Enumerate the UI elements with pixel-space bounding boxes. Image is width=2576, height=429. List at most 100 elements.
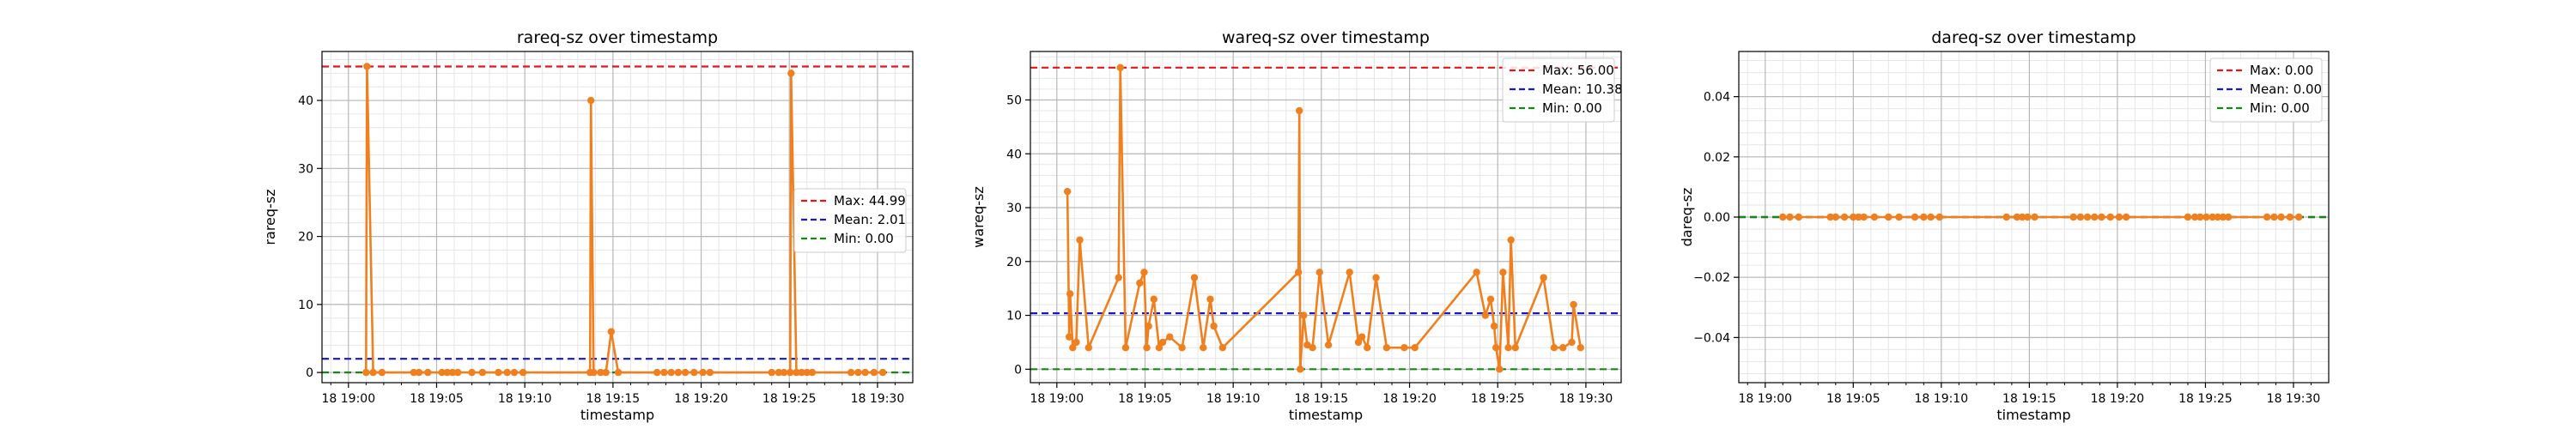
data-point (1121, 344, 1130, 352)
data-point (2013, 213, 2021, 221)
data-point (1115, 274, 1122, 281)
data-point (1076, 236, 1084, 244)
plot-frame (321, 51, 914, 384)
x-axis-label: timestamp (580, 407, 654, 423)
data-point (1550, 344, 1558, 352)
y-tick-label: 30 (298, 162, 313, 176)
data-point (424, 368, 432, 377)
data-point (453, 368, 462, 377)
data-point (2294, 213, 2303, 221)
y-axis-label: dareq-sz (1679, 188, 1695, 247)
data-point (681, 368, 690, 377)
legend: Max: 56.00 Mean: 10.38 Min: 0.00 (1502, 57, 1623, 123)
data-point (478, 368, 487, 377)
data-point (510, 368, 519, 377)
legend-entry: Mean: 10.38 (1542, 82, 1623, 97)
data-point (2277, 213, 2285, 221)
y-tick-label: 50 (1006, 94, 1022, 107)
data-point (1511, 344, 1519, 352)
y-axis-label: wareq-sz (970, 186, 987, 248)
data-point (1795, 213, 1802, 221)
data-point (1150, 295, 1157, 303)
chart-panel-1: 18 19:00 18 19:05 18 19:10 18 19:15 18 19:20… (262, 28, 914, 423)
data-point (798, 368, 805, 377)
x-tick-label: 18 19:20 (1382, 392, 1437, 406)
data-point (614, 368, 623, 377)
data-point (586, 96, 595, 105)
data-point (2224, 213, 2233, 221)
x-tick-label: 18 19:30 (1559, 392, 1613, 406)
data-point (660, 368, 668, 377)
x-tick-label: 18 19:10 (1206, 392, 1261, 406)
data-point (1559, 344, 1567, 352)
data-point (803, 368, 811, 377)
data-point (1063, 187, 1072, 196)
data-point (1570, 300, 1577, 309)
legend-box (1502, 57, 1615, 123)
x-tick-label: 18 19:05 (1826, 392, 1880, 406)
y-tick-label: 0.02 (1704, 151, 1730, 165)
data-point (1069, 344, 1077, 352)
data-point (1540, 274, 1547, 281)
data-point (2202, 213, 2210, 221)
data-point (415, 368, 423, 377)
data-point (2083, 213, 2092, 221)
legend-entry: Min: 0.00 (1542, 100, 1602, 116)
data-point (448, 368, 457, 377)
data-point (1155, 344, 1163, 352)
data-point (1295, 106, 1303, 115)
data-point (1400, 344, 1408, 352)
data-point (1178, 344, 1186, 352)
data-point (2190, 213, 2199, 221)
data-point (362, 368, 370, 377)
y-tick-label: 0 (306, 366, 313, 380)
data-point (706, 368, 714, 377)
data-point (2098, 213, 2105, 221)
data-point (1140, 269, 1148, 276)
data-point (443, 368, 452, 377)
x-tick-label: 18 19:00 (321, 392, 375, 406)
data-point (2286, 213, 2294, 221)
data-point (2091, 213, 2099, 221)
chart-panel-2: 18 19:00 18 19:05 18 19:10 18 19:15 18 19:20… (970, 28, 1623, 423)
data-point (1297, 366, 1304, 373)
y-tick-label: 40 (1006, 148, 1022, 161)
data-point (1200, 344, 1207, 352)
data-point (1935, 213, 1943, 221)
x-axis-label: timestamp (1996, 407, 2070, 423)
data-point (1855, 213, 1862, 221)
data-point (1499, 269, 1507, 276)
x-tick-label: 18 19:20 (674, 392, 728, 406)
data-point (653, 368, 661, 377)
y-tick-label: 20 (1006, 256, 1022, 269)
data-point (607, 328, 616, 335)
data-point (410, 368, 417, 377)
data-point (854, 368, 862, 377)
data-point (2018, 213, 2026, 221)
data-point (1309, 344, 1316, 352)
x-tick-label: 18 19:00 (1738, 392, 1792, 406)
legend-entry: Min: 0.00 (2250, 100, 2310, 116)
data-point (2106, 213, 2114, 221)
data-point (2270, 213, 2278, 221)
x-tick-label: 18 19:05 (410, 392, 464, 406)
y-tick-label: −0.04 (1693, 331, 1730, 345)
data-point (2122, 213, 2130, 221)
y-tick-label: −0.02 (1693, 271, 1730, 285)
legend-entry: Max: 56.00 (1542, 63, 1614, 78)
data-point (1786, 213, 1794, 221)
data-point (787, 69, 795, 77)
data-point (1372, 274, 1380, 281)
data-point (1382, 344, 1391, 352)
legend-entry: Max: 44.99 (834, 193, 906, 208)
data-point (667, 368, 675, 377)
y-axis-label: rareq-sz (262, 189, 278, 245)
x-tick-label: 18 19:15 (586, 392, 641, 406)
data-point (602, 368, 610, 377)
x-axis-label: timestamp (1289, 407, 1363, 423)
data-point (674, 368, 683, 377)
y-tick-label: 0.04 (1704, 91, 1730, 105)
data-point (1315, 269, 1324, 276)
data-point (1158, 338, 1167, 347)
x-tick-label: 18 19:10 (498, 392, 552, 406)
